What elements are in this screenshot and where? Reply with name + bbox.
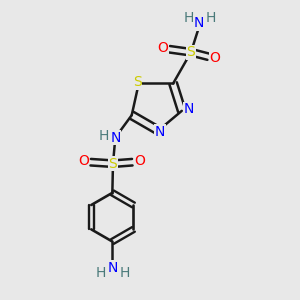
- Text: H: H: [96, 266, 106, 280]
- Text: H: H: [120, 266, 130, 280]
- Text: O: O: [158, 41, 169, 55]
- Text: N: N: [110, 130, 121, 145]
- Text: N: N: [184, 102, 194, 116]
- Text: N: N: [154, 125, 165, 139]
- Text: H: H: [184, 11, 194, 25]
- Text: S: S: [187, 45, 195, 59]
- Text: O: O: [78, 154, 89, 168]
- Text: S: S: [133, 75, 142, 89]
- Text: O: O: [209, 51, 220, 65]
- Text: O: O: [134, 154, 145, 168]
- Text: S: S: [109, 157, 117, 171]
- Text: N: N: [107, 261, 118, 275]
- Text: N: N: [194, 16, 205, 30]
- Text: H: H: [206, 11, 216, 25]
- Text: H: H: [99, 129, 109, 143]
